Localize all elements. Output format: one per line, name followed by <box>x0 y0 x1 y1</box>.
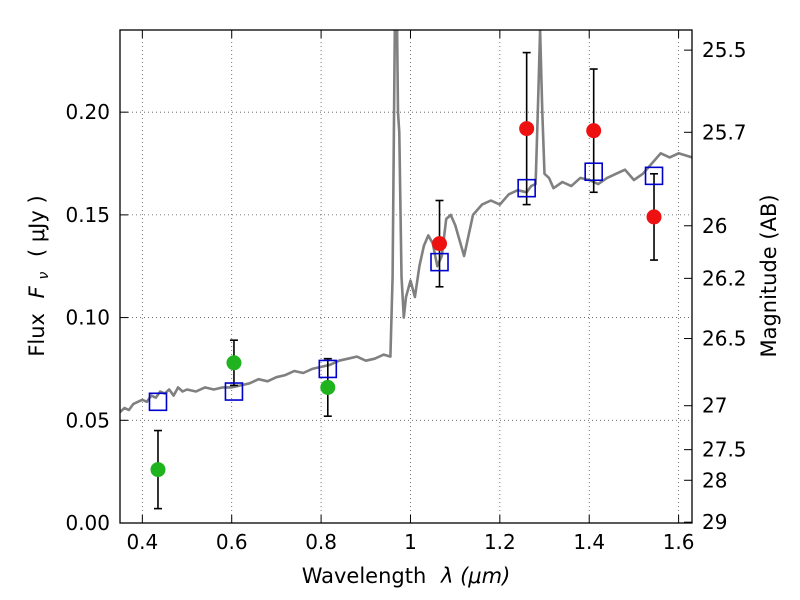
y2-axis-label: Magnitude (AB) <box>757 194 781 357</box>
y-tick-label: 0.20 <box>65 100 110 124</box>
y-axis-label: Flux F ν ( μJy ) <box>25 195 53 356</box>
green-data-point <box>320 379 336 395</box>
y-tick-label: 0.15 <box>65 203 110 227</box>
model-photometry-square <box>224 382 244 401</box>
y2-tick-label: 27 <box>702 394 727 418</box>
y-axis-label-unit: ( μJy ) <box>25 195 49 257</box>
x-axis-label-unit: λ (μm) <box>440 564 510 588</box>
y-axis-label-symbol: F <box>25 285 49 298</box>
y2-tick-label: 25.7 <box>702 120 747 144</box>
y2-tick-label: 26.5 <box>702 327 747 351</box>
x-tick-label: 0.8 <box>305 530 337 554</box>
ticks: 0.4 0.6 0.8 1 1.2 1.4 1.6 0.00 0.05 0.10 0.15 0.20 2… <box>65 30 747 554</box>
red-data-point <box>519 121 535 137</box>
x-tick-label: 0.6 <box>216 530 248 554</box>
y-tick-label: 0.05 <box>65 408 110 432</box>
y2-tick-label: 29 <box>702 510 727 534</box>
x-tick-label: 1.4 <box>573 530 605 554</box>
x-axis-label: Wavelength λ (μm) <box>302 564 511 588</box>
x-tick-label: 1.2 <box>484 530 516 554</box>
y-tick-label: 0.10 <box>65 306 110 330</box>
x-tick-label: 1 <box>404 530 417 554</box>
y2-tick-label: 26.2 <box>702 266 747 290</box>
green-data-point <box>150 462 166 478</box>
model-photometry-square <box>318 359 338 379</box>
x-tick-label: 0.4 <box>126 530 158 554</box>
y-axis-label-word: Flux <box>25 313 49 357</box>
red-data-point <box>432 236 448 252</box>
model-photometry-square <box>148 392 168 412</box>
y2-tick-label: 25.5 <box>702 38 747 62</box>
plot-area <box>120 30 692 510</box>
model-spectrum-line <box>120 30 692 414</box>
x-tick-label: 1.6 <box>663 530 695 554</box>
y-tick-label: 0.00 <box>65 511 110 535</box>
axis-labels: Wavelength λ (μm) Flux F ν ( μJy ) Magni… <box>25 194 781 588</box>
red-data-point <box>646 209 662 225</box>
y2-tick-label: 28 <box>702 468 727 492</box>
model-photometry-square <box>517 178 536 198</box>
y2-tick-label: 27.5 <box>702 438 747 462</box>
green-data-point <box>226 355 242 371</box>
model-photometry-square <box>584 162 603 182</box>
red-data-point <box>586 123 602 139</box>
model-photometry-square <box>430 252 449 272</box>
plot-frame <box>119 29 693 524</box>
y-axis-label-subscript: ν <box>36 272 52 280</box>
model-photometry-square <box>644 166 664 186</box>
y2-tick-label: 26 <box>702 214 727 238</box>
x-axis-label-word: Wavelength <box>302 564 427 588</box>
